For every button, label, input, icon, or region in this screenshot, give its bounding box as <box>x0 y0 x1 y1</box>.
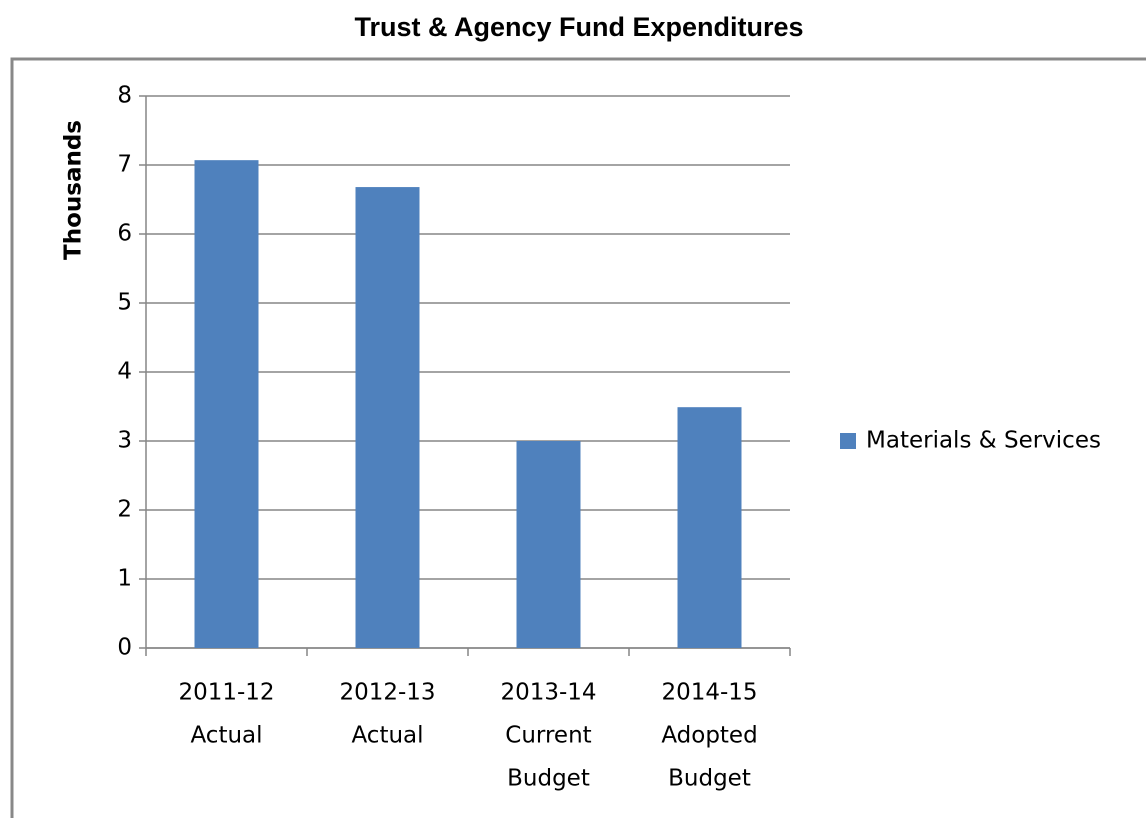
legend-label: Materials & Services <box>866 428 1101 454</box>
y-tick-label: 5 <box>117 290 132 316</box>
bar <box>194 160 259 649</box>
y-tick-label: 0 <box>117 635 132 661</box>
y-tick-label: 3 <box>117 428 132 454</box>
y-axis-label: Thousands <box>61 120 87 260</box>
legend-swatch <box>840 433 856 449</box>
x-tick-label: 2014-15 <box>661 680 757 706</box>
x-tick-label: Budget <box>507 766 590 792</box>
x-tick-label: 2011-12 <box>178 680 274 706</box>
y-tick-label: 2 <box>117 497 132 523</box>
x-tick-label: Adopted <box>661 723 757 749</box>
chart-title: Trust & Agency Fund Expenditures <box>354 12 803 42</box>
x-tick-label: Actual <box>351 723 423 749</box>
y-tick-label: 6 <box>117 221 132 247</box>
x-tick-label: 2013-14 <box>500 680 596 706</box>
x-tick-label: Actual <box>190 723 262 749</box>
x-tick-label: 2012-13 <box>339 680 435 706</box>
y-tick-label: 1 <box>117 566 132 592</box>
y-tick-label: 7 <box>117 152 132 178</box>
x-tick-label: Budget <box>668 766 751 792</box>
y-tick-label: 8 <box>117 83 132 109</box>
chart-frame <box>10 57 1146 818</box>
bar <box>355 187 420 648</box>
x-tick-label: Current <box>505 723 591 749</box>
y-tick-label: 4 <box>117 359 132 385</box>
bar <box>516 441 581 648</box>
bar <box>677 407 742 648</box>
